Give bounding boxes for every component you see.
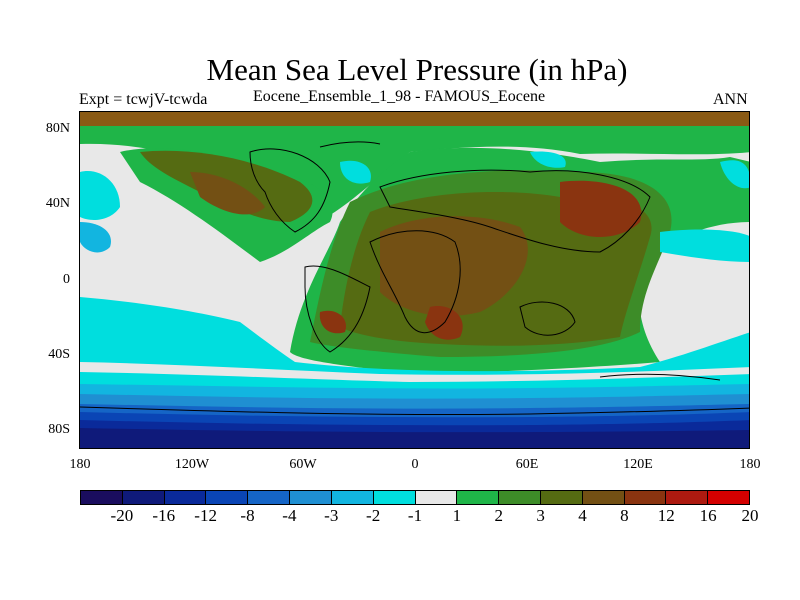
colorbar-label: -20 [110, 506, 134, 525]
xtick-0: 0 [411, 457, 419, 472]
asia-high [560, 180, 642, 237]
colorbar [80, 490, 750, 505]
colorbar-label: 12 [657, 506, 675, 525]
colorbar-swatch [331, 491, 374, 504]
experiment-label: Expt = tcwjV-tcwda [79, 91, 208, 108]
colorbar-swatch [81, 491, 123, 504]
colorbar-label: 2 [494, 506, 504, 525]
plot-title: Mean Sea Level Pressure (in hPa) [206, 52, 628, 87]
north-pacific-low [80, 171, 120, 220]
colorbar-label: 1 [452, 506, 462, 525]
coastlines [80, 141, 749, 416]
colorbar-label: 16 [699, 506, 717, 525]
colorbar-label: -2 [366, 506, 381, 525]
arctic-band [80, 112, 749, 126]
colorbar-label: 8 [620, 506, 629, 525]
colorbar-swatch [164, 491, 207, 504]
colorbar-swatch [122, 491, 165, 504]
xtick-60e: 60E [515, 457, 539, 472]
xtick-60w: 60W [289, 457, 317, 472]
colorbar-swatch [624, 491, 667, 504]
run-label: Eocene_Ensemble_1_98 - FAMOUS_Eocene [253, 88, 546, 105]
xtick-180w: 180 [69, 457, 91, 472]
colorbar-swatch [457, 491, 500, 504]
north-positive-field [80, 126, 749, 222]
colorbar-label: 4 [578, 506, 587, 525]
colorbar-label: -16 [152, 506, 176, 525]
ytick-0: 0 [63, 272, 70, 287]
colorbar-label: 20 [741, 506, 759, 525]
colorbar-label: -4 [282, 506, 297, 525]
ytick-80n: 80N [45, 121, 70, 136]
colorbar-label: 3 [536, 506, 545, 525]
colorbar-swatch [290, 491, 332, 504]
xtick-120e: 120E [623, 457, 653, 472]
antarctic-low [80, 428, 749, 448]
colorbar-swatch [206, 491, 249, 504]
ytick-40n: 40N [45, 196, 70, 211]
colorbar-swatch [666, 491, 709, 504]
xtick-180e: 180 [739, 457, 761, 472]
pressure-map [79, 111, 750, 449]
colorbar-label: -1 [407, 506, 423, 525]
colorbar-label: -12 [194, 506, 217, 525]
colorbar-swatch [540, 491, 583, 504]
colorbar-label: -3 [324, 506, 339, 525]
colorbar-swatch [415, 491, 458, 504]
xtick-120w: 120W [174, 457, 210, 472]
colorbar-swatch [499, 491, 541, 504]
colorbar-label: -8 [240, 506, 255, 525]
ytick-80s: 80S [48, 422, 70, 437]
colorbar-swatch [708, 491, 749, 504]
colorbar-swatch [582, 491, 625, 504]
season-label: ANN [713, 91, 748, 108]
ytick-40s: 40S [48, 347, 70, 362]
colorbar-swatch [373, 491, 416, 504]
colorbar-swatch [248, 491, 291, 504]
